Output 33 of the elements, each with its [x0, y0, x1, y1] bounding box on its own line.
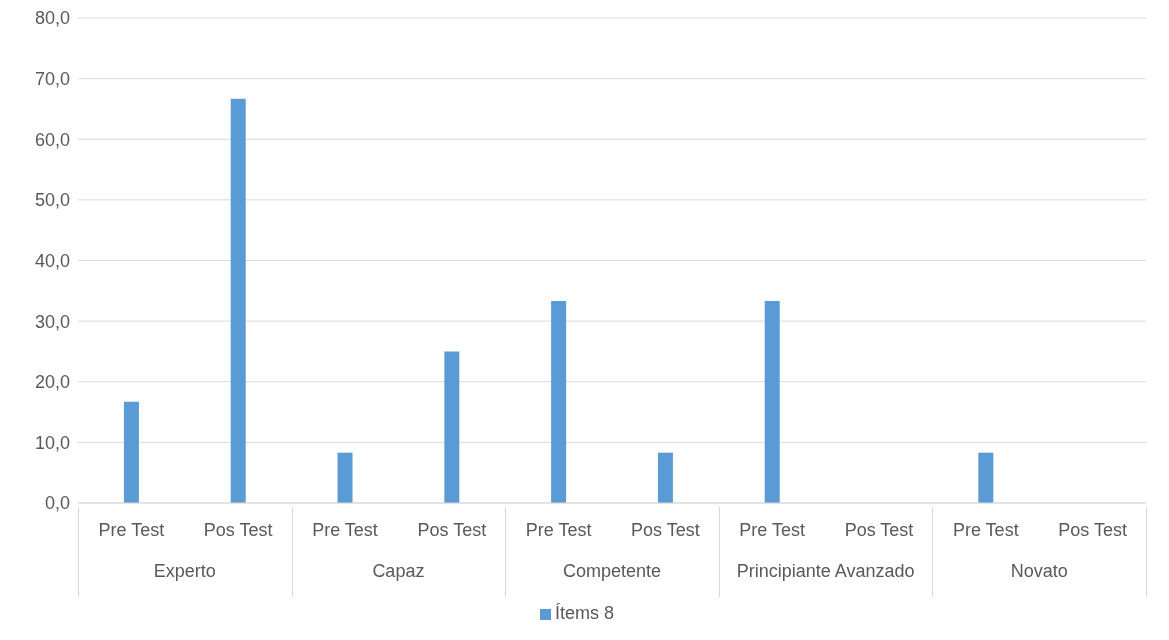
x-tick-label: Pos Test — [203, 519, 273, 540]
y-tick-label: 0,0 — [44, 493, 70, 514]
y-tick-label: 20,0 — [34, 372, 70, 393]
bar — [657, 452, 673, 503]
x-tick-label: Pre Test — [739, 519, 806, 540]
x-tick-label: Pre Test — [525, 519, 592, 540]
y-tick-label: 60,0 — [34, 129, 70, 150]
y-tick-label: 10,0 — [34, 432, 70, 453]
text: Principiante Avanzado — [735, 561, 916, 582]
text: Capaz — [371, 561, 426, 582]
bar — [978, 452, 994, 503]
y-tick-label: 80,0 — [34, 8, 70, 29]
bar — [230, 98, 246, 503]
y-tick-label: 40,0 — [34, 250, 70, 271]
x-tick-label: Pre Test — [952, 519, 1019, 540]
x-tick-label: Pre Test — [312, 519, 378, 540]
y-tick-label: 70,0 — [34, 69, 70, 90]
bar — [551, 301, 567, 503]
x-tick-label: Pos Test — [417, 519, 487, 540]
text: Novato — [1009, 561, 1069, 582]
text: Competente — [561, 561, 662, 582]
bar — [764, 301, 780, 503]
y-tick-label: 30,0 — [34, 311, 70, 332]
x-tick-label: Pos Test — [1058, 519, 1127, 540]
x-tick-label: Pos Test — [844, 519, 914, 540]
legend-label: Ítems 8 — [554, 603, 615, 623]
x-tick-label: Pre Test — [98, 519, 165, 540]
text: Experto — [152, 561, 217, 582]
y-tick-label: 50,0 — [34, 190, 70, 211]
bar — [123, 401, 139, 503]
bar — [444, 351, 460, 503]
x-tick-label: Pos Test — [631, 519, 700, 540]
bar — [337, 452, 353, 503]
